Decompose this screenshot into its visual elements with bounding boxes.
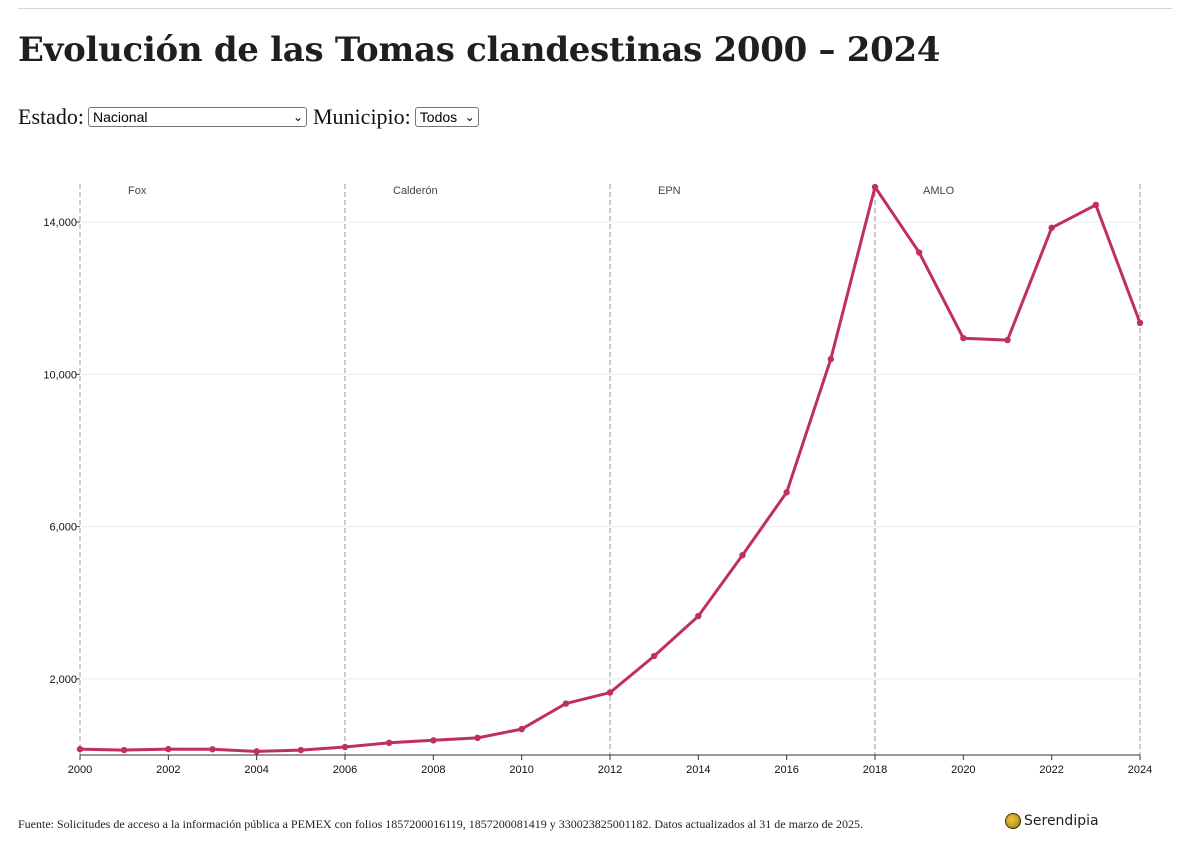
data-point <box>165 745 172 753</box>
data-point <box>783 489 790 496</box>
y-tick-label: 2,000 <box>49 674 77 686</box>
data-point <box>1092 201 1100 209</box>
data-point <box>474 734 481 742</box>
data-point <box>430 737 437 744</box>
y-tick-label: 6,000 <box>49 522 77 534</box>
x-tick-label: 2002 <box>156 764 180 776</box>
x-tick-label: 2006 <box>333 764 357 776</box>
data-point <box>739 551 746 559</box>
data-point <box>120 746 128 754</box>
filter-bar: Estado: Nacional ⌄ Municipio: Todos ⌄ <box>18 104 485 130</box>
y-tick-label: 10,000 <box>43 369 77 381</box>
x-tick-label: 2008 <box>421 764 445 776</box>
data-point <box>297 746 305 754</box>
data-point <box>385 739 393 747</box>
serendipia-logo-icon <box>1005 813 1021 829</box>
x-tick-label: 2022 <box>1039 764 1063 776</box>
municipio-select[interactable]: Todos ⌄ <box>414 107 479 127</box>
brand-name: Serendipia <box>1024 813 1099 829</box>
data-point <box>960 334 967 342</box>
source-note: Fuente: Solicitudes de acceso a la infor… <box>18 817 863 831</box>
x-tick-label: 2014 <box>686 764 710 776</box>
data-point <box>76 745 84 753</box>
data-point <box>253 748 260 755</box>
brand: Serendipia <box>1005 813 1099 829</box>
data-point <box>1136 319 1144 327</box>
x-tick-label: 2004 <box>244 764 268 776</box>
estado-select-value: Nacional <box>93 109 148 125</box>
period-label: EPN <box>658 185 681 197</box>
data-point <box>209 746 216 753</box>
data-point <box>606 689 614 696</box>
municipio-select-value: Todos <box>419 109 458 125</box>
data-point <box>827 355 835 363</box>
data-point <box>1048 224 1055 231</box>
x-tick-label: 2010 <box>509 764 533 776</box>
data-point <box>518 725 525 733</box>
data-point <box>1004 336 1011 344</box>
period-label: Calderón <box>393 185 438 197</box>
estado-label: Estado: <box>18 104 84 129</box>
data-point <box>341 743 349 751</box>
x-tick-label: 2024 <box>1128 764 1152 776</box>
x-tick-label: 2020 <box>951 764 975 776</box>
top-divider <box>18 8 1172 9</box>
line-chart: 2,000 6,000 10,000 14,000 Fox Calderón EPN AMLO… <box>43 183 1152 776</box>
estado-select[interactable]: Nacional ⌄ <box>88 107 307 127</box>
municipio-label: Municipio: <box>313 104 411 129</box>
data-point <box>650 652 658 660</box>
period-label: Fox <box>128 185 147 197</box>
data-point <box>871 183 879 191</box>
y-tick-label: 14,000 <box>43 217 77 229</box>
x-tick-label: 2018 <box>863 764 887 776</box>
x-tick-label: 2016 <box>774 764 798 776</box>
chevron-down-icon: ⌄ <box>464 110 475 124</box>
page-title: Evolución de las Tomas clandestinas 2000… <box>18 30 941 70</box>
chevron-down-icon: ⌄ <box>292 110 303 124</box>
data-point <box>695 612 702 620</box>
x-tick-label: 2012 <box>598 764 622 776</box>
data-point <box>915 249 923 256</box>
x-tick-label: 2000 <box>68 764 92 776</box>
data-point <box>562 700 570 707</box>
period-label: AMLO <box>923 185 955 197</box>
